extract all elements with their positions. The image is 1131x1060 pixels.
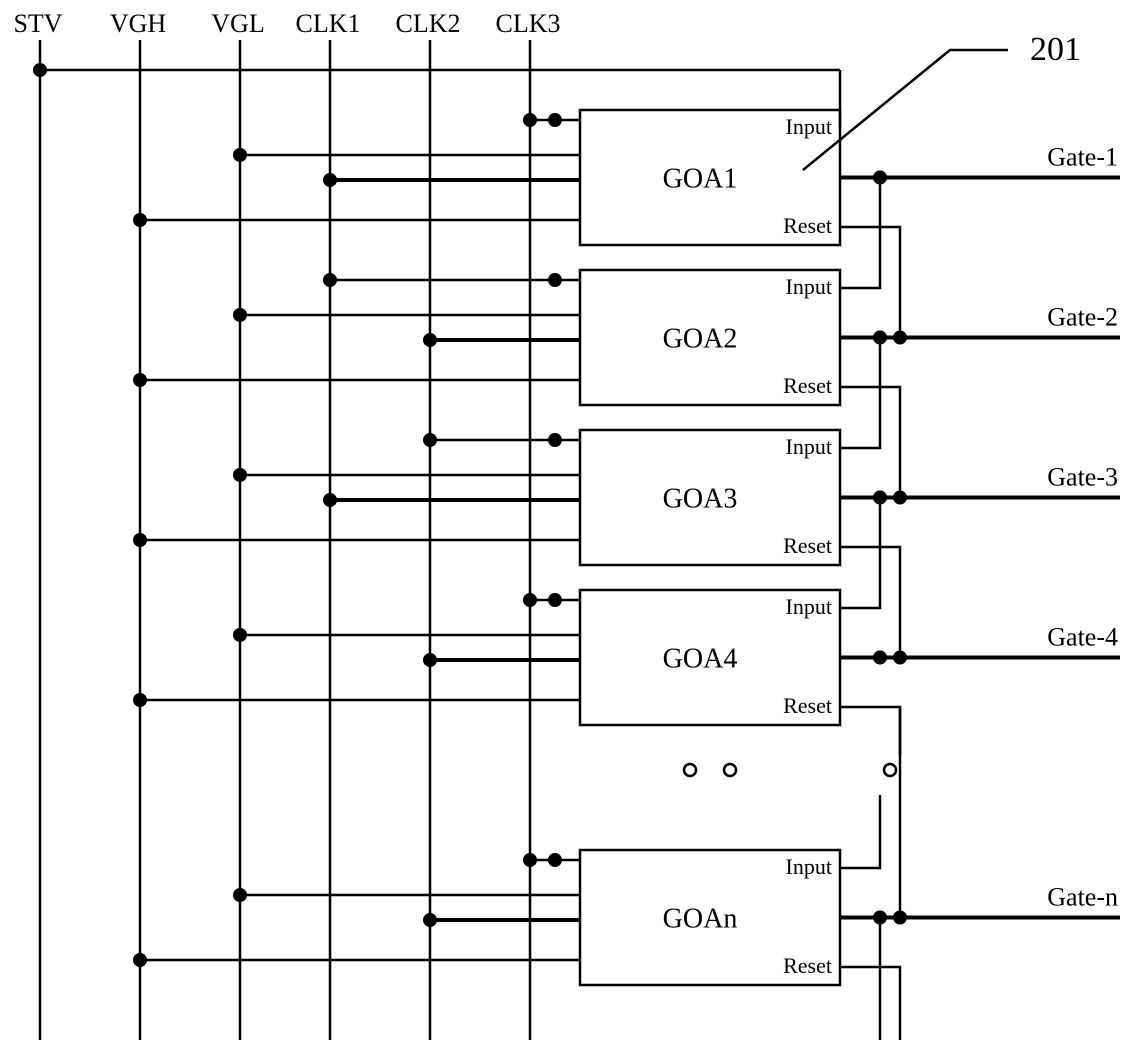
gate-label-3: Gate-4 xyxy=(1047,623,1118,652)
goa0-dot-clk1 xyxy=(323,173,337,187)
goa-name-4: GOAn xyxy=(663,904,738,935)
goa3-dot-clk2 xyxy=(423,653,437,667)
goa3-dot-vgl xyxy=(233,628,247,642)
ellipsis-dot-0 xyxy=(684,764,696,776)
goa2-dot-clk1 xyxy=(323,493,337,507)
gate-label-1: Gate-2 xyxy=(1047,303,1118,332)
rail-label-vgh: VGH xyxy=(110,10,167,38)
rail-label-vgl: VGL xyxy=(211,10,264,38)
gate-label-0: Gate-1 xyxy=(1047,143,1118,172)
reset-wire-0 xyxy=(840,227,900,338)
goa-reset-label-0: Reset xyxy=(783,213,832,238)
rail-label-clk1: CLK1 xyxy=(296,10,361,38)
goa-input-label-0: Input xyxy=(786,114,832,139)
goa1-dot-clk2 xyxy=(423,333,437,347)
goa3-junction-dot xyxy=(548,593,562,607)
goa4-dot-clk3 xyxy=(523,853,537,867)
goa4-dot-clk2 xyxy=(423,913,437,927)
rail-label-clk2: CLK2 xyxy=(396,10,461,38)
goa1-junction-dot xyxy=(548,273,562,287)
gate-label-4: Gate-n xyxy=(1047,883,1118,912)
goa0-dot-vgh xyxy=(133,213,147,227)
rail-label-clk3: CLK3 xyxy=(496,10,561,38)
gate-dot-3 xyxy=(873,651,887,665)
stv-top-dot xyxy=(33,63,47,77)
goa0-dot-clk3 xyxy=(523,113,537,127)
input-wire-3 xyxy=(840,498,880,609)
reset-wire-3 xyxy=(840,707,900,918)
goa3-dot-clk3 xyxy=(523,593,537,607)
goa-input-label-1: Input xyxy=(786,274,832,299)
goa-input-label-2: Input xyxy=(786,434,832,459)
reset-wire-2 xyxy=(840,547,900,658)
goa-reset-label-3: Reset xyxy=(783,693,832,718)
goa4-dot-vgl xyxy=(233,888,247,902)
callout-201-label: 201 xyxy=(1030,31,1081,68)
goa-reset-label-4: Reset xyxy=(783,953,832,978)
goa-name-2: GOA3 xyxy=(663,484,738,515)
goa-input-label-3: Input xyxy=(786,594,832,619)
goa-name-0: GOA1 xyxy=(663,164,738,195)
ellipsis-dot-2 xyxy=(884,764,896,776)
ellipsis-dot-1 xyxy=(724,764,736,776)
goa3-dot-vgh xyxy=(133,693,147,707)
rail-label-stv: STV xyxy=(13,10,62,38)
gate-label-2: Gate-3 xyxy=(1047,463,1118,492)
goa-name-1: GOA2 xyxy=(663,324,738,355)
input-wire-4 xyxy=(840,795,880,868)
input-wire-1 xyxy=(840,178,880,289)
goa0-dot-vgl xyxy=(233,148,247,162)
goa-name-3: GOA4 xyxy=(663,644,738,675)
goa2-dot-clk2 xyxy=(423,433,437,447)
reset-wire-1 xyxy=(840,387,900,498)
goa1-dot-vgh xyxy=(133,373,147,387)
goa-reset-label-2: Reset xyxy=(783,533,832,558)
goa2-junction-dot xyxy=(548,433,562,447)
reset-wire-4 xyxy=(840,967,900,1040)
goa4-junction-dot xyxy=(548,853,562,867)
goa1-dot-clk1 xyxy=(323,273,337,287)
goa1-dot-vgl xyxy=(233,308,247,322)
goa0-junction-dot xyxy=(548,113,562,127)
goa4-dot-vgh xyxy=(133,953,147,967)
goa-input-label-4: Input xyxy=(786,854,832,879)
goa-reset-label-1: Reset xyxy=(783,373,832,398)
input-wire-2 xyxy=(840,338,880,449)
goa2-dot-vgl xyxy=(233,468,247,482)
goa2-dot-vgh xyxy=(133,533,147,547)
